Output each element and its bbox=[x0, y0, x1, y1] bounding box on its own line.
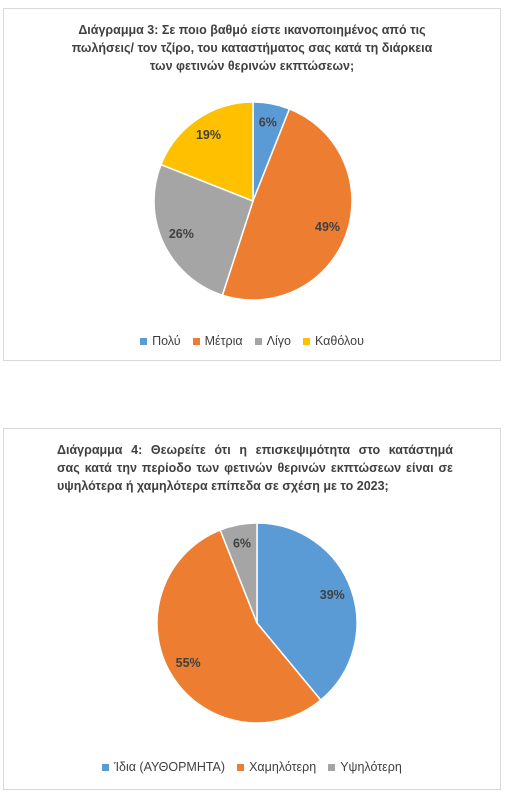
legend-swatch bbox=[302, 338, 310, 345]
legend-item: Λίγο bbox=[254, 334, 291, 348]
data-label: 6% bbox=[259, 115, 277, 129]
title-line: υψηλότερα ή χαμηλότερα επίπεδα σε σχέση … bbox=[57, 479, 389, 493]
legend: Ίδια (ΑΥΘΟΡΜΗΤΑ) Χαμηλότερη Υψηλότερη bbox=[4, 760, 500, 774]
data-label: 6% bbox=[233, 537, 251, 551]
legend-item: Υψηλότερη bbox=[328, 760, 402, 774]
data-label: 19% bbox=[196, 128, 221, 142]
pie: 39% 55% 6% bbox=[156, 522, 358, 724]
chart-box: Διάγραμμα 4: Θεωρείτε ότι η επισκεψιμότη… bbox=[3, 428, 501, 790]
chart-box: Διάγραμμα 3: Σε ποιο βαθμό είστε ικανοπο… bbox=[3, 8, 501, 361]
legend-item: Ίδια (ΑΥΘΟΡΜΗΤΑ) bbox=[102, 760, 225, 774]
title-line: Διάγραμμα 4: Θεωρείτε ότι η επισκεψιμότη… bbox=[57, 443, 453, 457]
legend-swatch bbox=[192, 338, 200, 345]
legend-swatch bbox=[102, 764, 110, 771]
legend-swatch bbox=[237, 764, 245, 771]
legend: Πολύ Μέτρια Λίγο Καθόλου bbox=[4, 334, 500, 348]
data-label: 39% bbox=[320, 588, 345, 602]
legend-swatch bbox=[254, 338, 262, 345]
legend-item: Καθόλου bbox=[302, 334, 364, 348]
data-label: 26% bbox=[169, 227, 194, 241]
data-label: 55% bbox=[176, 656, 201, 670]
chart-title: Διάγραμμα 4: Θεωρείτε ότι η επισκεψιμότη… bbox=[4, 441, 500, 495]
legend-item: Πολύ bbox=[140, 334, 181, 348]
title-line: των φετινών θερινών εκπτώσεων; bbox=[149, 59, 355, 73]
legend-label: Μέτρια bbox=[204, 334, 243, 348]
pie-slice bbox=[219, 522, 258, 624]
chart-title: Διάγραμμα 3: Σε ποιο βαθμό είστε ικανοπο… bbox=[4, 21, 500, 75]
legend-item: Μέτρια bbox=[192, 334, 243, 348]
legend-label: Πολύ bbox=[152, 334, 181, 348]
pie-slice bbox=[153, 163, 254, 297]
data-label: 49% bbox=[315, 220, 340, 234]
legend-label: Χαμηλότερη bbox=[249, 760, 317, 774]
pie-slice bbox=[159, 101, 254, 203]
title-line: σας κατά την περίοδο των φετινών θερινών… bbox=[57, 461, 453, 475]
legend-label: Καθόλου bbox=[314, 334, 364, 348]
pie: 6% 49% 26% 19% bbox=[153, 101, 353, 301]
legend-label: Ίδια (ΑΥΘΟΡΜΗΤΑ) bbox=[114, 760, 226, 774]
legend-swatch bbox=[140, 338, 148, 345]
legend-swatch bbox=[328, 764, 336, 771]
legend-label: Υψηλότερη bbox=[340, 760, 402, 774]
title-line: Διάγραμμα 3: Σε ποιο βαθμό είστε ικανοπο… bbox=[78, 23, 426, 37]
pie-slice bbox=[221, 107, 353, 301]
pie-slice bbox=[156, 529, 322, 724]
title-line: πωλήσεις/ τον τζίρο, του καταστήματος σα… bbox=[71, 41, 433, 55]
pie-slice bbox=[256, 522, 358, 702]
legend-label: Λίγο bbox=[266, 334, 291, 348]
legend-item: Χαμηλότερη bbox=[237, 760, 316, 774]
